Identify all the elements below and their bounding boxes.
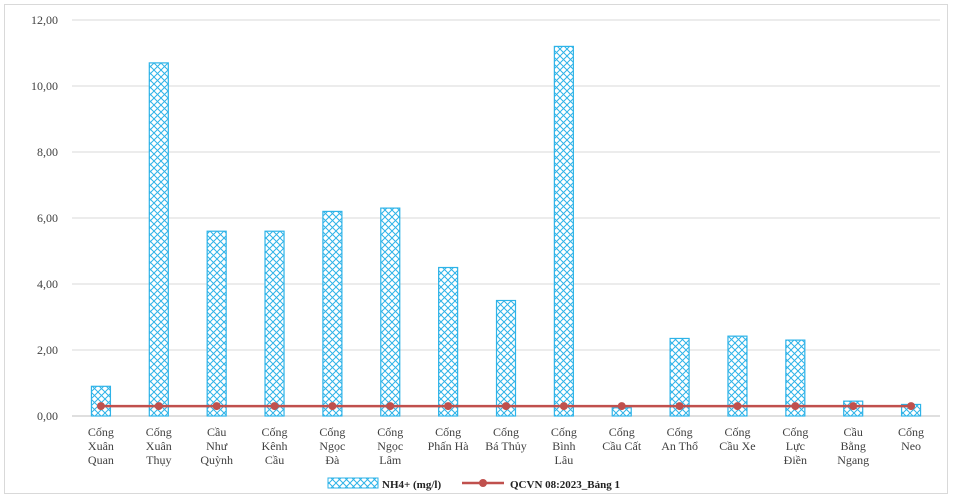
category-label: Cống Bình Lâu: [551, 425, 577, 467]
bar: [148, 62, 169, 417]
bar: [785, 339, 806, 417]
category-label: Cống An Thổ: [661, 425, 698, 453]
bar: [264, 230, 285, 417]
line-point: [675, 402, 684, 411]
line-point: [791, 402, 800, 411]
legend: NH4+ (mg/l) QCVN 08:2023_Bảng 1: [327, 477, 620, 491]
line-point: [96, 402, 105, 411]
line-point: [502, 402, 510, 411]
bar: [206, 230, 227, 417]
category-label: Cống Ngọc Lâm: [377, 425, 403, 467]
line-point: [154, 402, 163, 411]
line-point: [386, 402, 395, 411]
y-axis-tick-labels: 0,00 2,00 4,00 6,00 8,00 10,00 12,00: [31, 13, 58, 423]
legend-bar-swatch: [327, 477, 379, 489]
y-tick-label: 12,00: [31, 13, 58, 27]
category-label: Cầu Như Quỳnh: [200, 425, 233, 467]
category-label: Cống Cầu Xe: [719, 425, 755, 453]
legend-line-marker: [479, 479, 487, 487]
x-axis-category-labels: Cống Xuân Quan Cống Xuân Thụy Cầu Như Quỳnh Cống K…: [88, 425, 924, 467]
threshold-line-series: [96, 402, 916, 411]
category-label: Cống Xuân Thụy: [146, 425, 172, 467]
y-tick-label: 6,00: [37, 211, 58, 225]
bar: [553, 45, 574, 417]
line-point: [733, 402, 742, 411]
y-tick-label: 8,00: [37, 145, 58, 159]
category-label: Cống Bá Thủy: [485, 425, 526, 453]
category-label: Cống Kênh Cầu: [262, 425, 288, 467]
bar-series: [90, 45, 922, 417]
category-label: Cống Xuân Quan: [88, 425, 114, 467]
bar: [495, 299, 517, 417]
legend-label-bar: NH4+ (mg/l): [382, 479, 441, 491]
bar: [322, 210, 343, 417]
category-label: Cống Phấn Hà: [428, 425, 470, 453]
line-point: [328, 402, 337, 411]
bar: [669, 337, 690, 417]
y-tick-label: 0,00: [37, 409, 58, 423]
bar: [727, 335, 748, 417]
y-tick-label: 10,00: [31, 79, 58, 93]
bar: [90, 385, 112, 417]
category-label: Cống Ngọc Đà: [319, 425, 345, 467]
line-point: [212, 402, 221, 411]
bar: [438, 266, 459, 417]
line-point: [907, 402, 916, 411]
line-point: [559, 402, 568, 411]
y-tick-label: 4,00: [37, 277, 58, 291]
line-point: [617, 402, 626, 411]
y-tick-label: 2,00: [37, 343, 58, 357]
category-label: Cống Neo: [898, 425, 924, 453]
bar: [380, 207, 401, 417]
category-label: Cầu Bằng Ngang: [837, 425, 869, 467]
legend-label-line: QCVN 08:2023_Bảng 1: [510, 479, 620, 491]
line-point: [270, 402, 279, 411]
line-point: [849, 402, 858, 411]
line-point: [444, 402, 453, 411]
category-label: Cống Cầu Cất: [602, 425, 642, 453]
category-label: Cống Lực Điền: [782, 425, 808, 467]
